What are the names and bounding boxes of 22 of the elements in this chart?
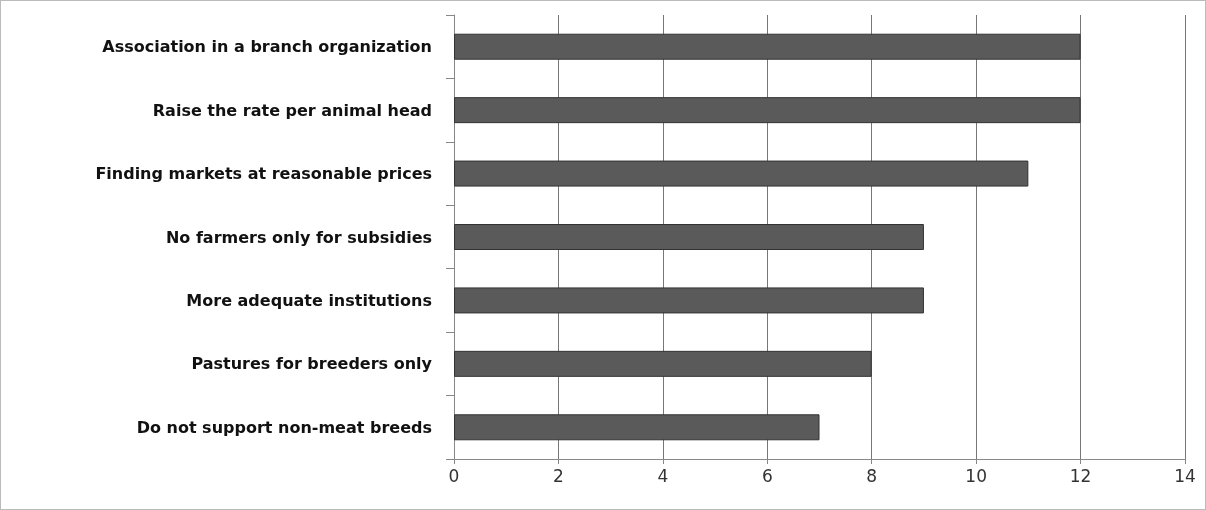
y-tick-label: Finding markets at reasonable prices bbox=[95, 164, 432, 184]
x-tick-label: 2 bbox=[553, 465, 564, 486]
x-tick-label: 4 bbox=[657, 465, 669, 486]
y-tick-label: More adequate institutions bbox=[186, 290, 432, 310]
y-tick-label: Raise the rate per animal head bbox=[152, 100, 432, 120]
y-tick-label: No farmers only for subsidies bbox=[165, 227, 432, 247]
bar bbox=[454, 160, 1029, 187]
bar bbox=[454, 350, 872, 377]
bar bbox=[454, 414, 820, 441]
bar bbox=[454, 33, 1081, 60]
x-tick-label: 0 bbox=[448, 465, 460, 486]
y-tick-label: Association in a branch organization bbox=[102, 37, 432, 57]
bar bbox=[454, 287, 924, 314]
bar bbox=[454, 224, 924, 250]
y-tick-label: Do not support non-meat breeds bbox=[136, 417, 432, 437]
bar bbox=[454, 97, 1081, 124]
x-tick-label: 6 bbox=[761, 465, 773, 486]
y-tick-label: Pastures for breeders only bbox=[191, 354, 433, 374]
x-tick-label: 10 bbox=[965, 465, 987, 486]
x-tick-label: 12 bbox=[1069, 465, 1092, 486]
x-tick-label: 8 bbox=[866, 465, 878, 486]
x-tick-label: 14 bbox=[1174, 465, 1196, 486]
